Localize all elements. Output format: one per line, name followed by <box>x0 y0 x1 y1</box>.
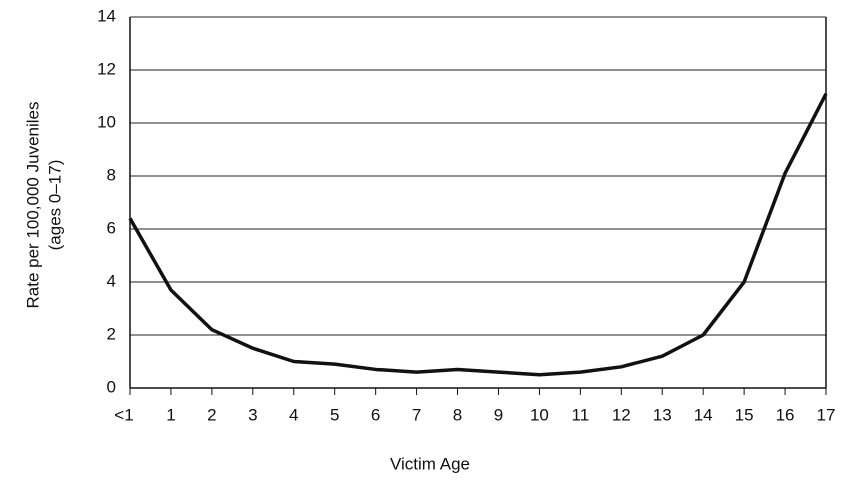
x-tick-label: 4 <box>289 405 298 424</box>
x-tick-label: 10 <box>530 405 549 424</box>
data-line <box>128 93 828 377</box>
x-tick-label: <1 <box>114 405 133 424</box>
x-tick-label: 17 <box>817 405 836 424</box>
x-tick-label: 12 <box>612 405 631 424</box>
y-tick-label: 8 <box>107 165 116 184</box>
x-tick-label: 16 <box>776 405 795 424</box>
y-axis-label: Rate per 100,000 Juveniles <box>23 102 42 309</box>
x-axis-label: Victim Age <box>390 454 470 473</box>
y-tick-label: 12 <box>97 59 116 78</box>
y-tick-label: 10 <box>97 112 116 131</box>
y-tick-label: 6 <box>107 218 116 237</box>
x-tick-label: 8 <box>453 405 462 424</box>
x-tick-label: 11 <box>572 405 590 424</box>
x-tick-label: 9 <box>494 405 503 424</box>
x-tick-label: 3 <box>248 405 257 424</box>
y-tick-label: 14 <box>97 6 116 25</box>
x-tick-label: 13 <box>653 405 672 424</box>
x-tick-label: 7 <box>412 405 421 424</box>
x-tick-label: 15 <box>735 405 754 424</box>
x-tick-label: 6 <box>371 405 380 424</box>
x-tick-label: 2 <box>207 405 216 424</box>
y-axis-label: (ages 0–17) <box>45 160 64 251</box>
x-tick-label: 14 <box>694 405 713 424</box>
x-tick-label: 1 <box>166 405 175 424</box>
y-tick-label: 2 <box>107 324 116 343</box>
x-tick-label: 5 <box>330 405 339 424</box>
y-tick-label: 4 <box>107 271 116 290</box>
y-tick-label: 0 <box>107 377 116 396</box>
